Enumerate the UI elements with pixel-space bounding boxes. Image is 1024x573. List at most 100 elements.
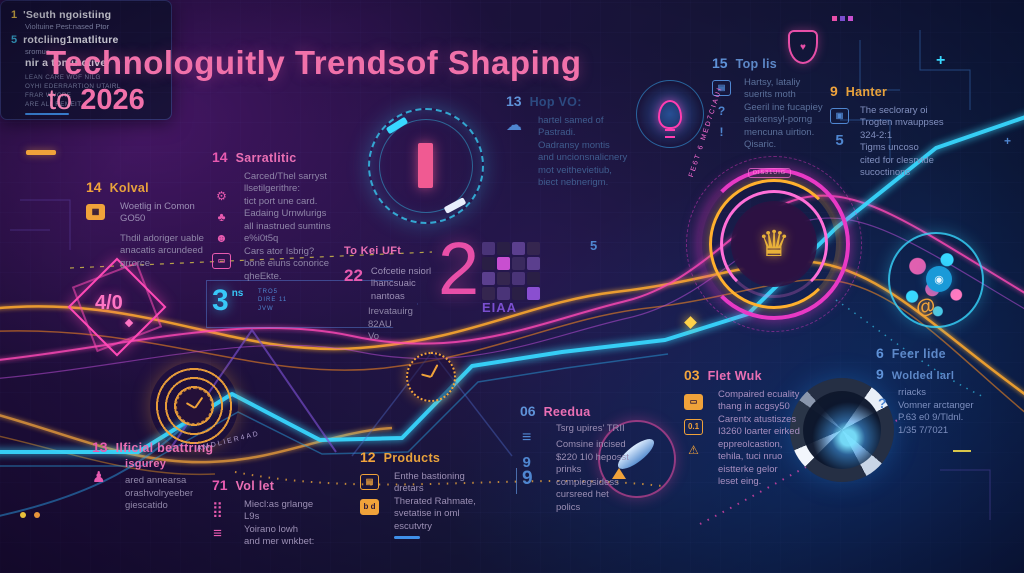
panel-fineprint: LEAN CARE WOF NILG OYHI EDERRARTION UTAI…: [25, 74, 121, 109]
block-fletwuk: 03 Flet Wuk ▭ 0.1 ⚠ Compaired ecuality t…: [684, 366, 814, 489]
block-body-2: Irevatauirg 82AU Vo: [368, 306, 413, 343]
block-hanter: 9 Hanter ▣ 5 The seclorary oi Trogten mv…: [830, 82, 960, 180]
block-title: Kolval: [109, 181, 149, 195]
block-title: Flet Wuk: [707, 369, 762, 383]
speed-readout: 3 ns: [212, 286, 243, 316]
center-highlight-panel: 1 'Seuth ngoistiing Violtuine Pest:nased…: [0, 0, 172, 120]
block-number: 9: [522, 468, 533, 489]
block-body: Hartsy, lataliy suerits moth Geeril ine …: [744, 76, 823, 151]
block-body: Carced/Thel sarryst llsetilgerithre: tic…: [244, 170, 331, 282]
page-subtitle: to 2026: [48, 84, 145, 117]
gear-icon: ⚙: [216, 189, 227, 203]
panel-item1-number: 1: [11, 9, 18, 21]
subtitle-year: 2026: [80, 84, 145, 116]
block-body: Comsine incised $220 1I0 heposst prinks …: [556, 439, 629, 513]
clock-gauge: [150, 362, 238, 450]
dot-mark: [34, 512, 40, 518]
speed-value: 3: [212, 284, 229, 317]
block-hopvo: 13 Hop VO: ☁ hartel samed of Pastradi. O…: [506, 92, 636, 190]
mask-icon: ☻: [215, 231, 228, 245]
dash-mark: [26, 150, 56, 155]
block-subtitle: Tsrg upires' TRII: [556, 422, 625, 434]
laptop-icon: ▤: [712, 80, 731, 96]
block-line2: Wolded larl: [891, 369, 955, 382]
block-number: 9: [830, 83, 838, 99]
cloud-icon: ☁: [506, 117, 522, 134]
block-feerlide: 6 Feer lide 9 Wolded larl ? rriacks Vomn…: [876, 344, 1006, 437]
block-number: 14: [86, 179, 102, 195]
hud-center-bar: [418, 143, 433, 188]
meter-chip: 0.1: [684, 419, 703, 435]
pixel-markers: [832, 16, 853, 21]
calendar-icon: ▦: [86, 204, 105, 220]
plus-mark: +: [1004, 134, 1012, 148]
block-title: Vol let: [235, 479, 275, 493]
block-body: The seclorary oi Trogten mvauppses 324-2…: [860, 104, 944, 179]
side-number: 5: [835, 132, 844, 149]
small-clock: [406, 352, 456, 402]
sparkle: [684, 316, 697, 329]
swirl-icon: @: [913, 294, 938, 320]
plus-mark: +: [936, 52, 946, 69]
block-title: Sarratlitic: [235, 151, 297, 165]
subtitle-prefix: to: [48, 84, 73, 116]
exclaim-icon: !: [719, 125, 724, 139]
speed-caption: TRO5 DIRE 11 JVW: [258, 289, 288, 312]
warning-icon: ⚠: [688, 443, 699, 457]
block-subtitle: isgurey: [125, 457, 167, 470]
block-kolval: 14 Kolval ▦ Woetlig in Comon GO50 Thdil …: [86, 178, 218, 270]
dot-mark: [20, 512, 26, 518]
block-number: 13: [506, 93, 522, 109]
question-icon: ?: [878, 395, 887, 411]
panel-item1-title: 'Seuth ngoistiing: [23, 9, 112, 21]
pixel-grid: [482, 242, 540, 300]
gauge-emblem-icon: ♛: [757, 223, 791, 264]
page-title: Technologuitly Trendsof Shaping: [46, 44, 582, 81]
hud-ring: [368, 108, 484, 224]
grid-caption: EIAA: [482, 300, 518, 315]
block-body: Enthe bastioning dretars Therated Rahmat…: [394, 470, 476, 532]
block-number: 6: [876, 345, 884, 361]
block-body: Miecl:as grlange L9s Yoirano lowh and me…: [244, 498, 315, 548]
question-icon: ?: [717, 104, 726, 118]
block-keiuft: To Kei UFt 22 Cofcetie nsiorl lhancsuaic…: [344, 244, 444, 344]
block-number-2: 9: [876, 365, 884, 382]
paw-icon: ♣: [217, 210, 226, 224]
block-nine: 9: [516, 466, 533, 494]
gauge-tag: DIS31UIG: [748, 168, 792, 178]
star-value: 4/0: [95, 292, 123, 314]
block-body: Cofcetie nsiorl lhancsuaic nantoas: [370, 265, 432, 302]
lightbulb-icon: [636, 80, 704, 148]
block-title: Hop VO:: [529, 95, 582, 109]
yellow-dash: [953, 450, 971, 452]
accent-dash: [394, 536, 420, 540]
target-icon: ◉: [934, 273, 944, 286]
box-icon: ▣: [830, 108, 849, 124]
panel-item1-subtitle: Violtuine Pest:nased Ptor: [25, 22, 110, 31]
panel-underline: [25, 112, 69, 115]
big-digit: 2: [438, 227, 480, 310]
shield-icon: ♥: [788, 30, 818, 64]
pointer-circle-icon: ◉: [926, 266, 952, 292]
block-title: Hanter: [845, 85, 888, 99]
block-number: 15: [712, 55, 728, 71]
heart-icon: ♥: [800, 41, 806, 53]
panel-item2-number: 5: [11, 34, 18, 46]
card-icon: ▭: [212, 253, 231, 269]
database-icon: ≡: [522, 429, 532, 446]
person-icon: ♟: [92, 469, 106, 486]
panel-item3-title: nir a tomu-ctive: [25, 57, 107, 69]
block-body-2: Thdil adoriger uable anacatis arcundeed …: [120, 232, 204, 269]
block-number: 12: [360, 449, 376, 465]
side-number: 9: [522, 454, 531, 471]
block-sarratlitic: 14 Sarratlitic ⚙ ♣ ☻ ▭ Carced/Thel sarry…: [212, 148, 342, 283]
block-body: rriacks Vomner arctanger P.63 e0 9/Tldnl…: [898, 387, 974, 436]
panel-item2-subtitle: sromue: [25, 47, 51, 56]
block-number: 14: [212, 149, 228, 165]
block-toplis: 15 Top lis ▤ ? ! Hartsy, lataliy suerits…: [712, 54, 832, 152]
block-body: Woetlig in Comon GO50: [120, 200, 195, 225]
block-vollet: 71 Vol let ⣿ ≡ Miecl:as grlange L9s Yoir…: [212, 476, 342, 549]
side-number: 5: [590, 238, 598, 253]
block-title: To Kei UFt: [344, 245, 402, 257]
